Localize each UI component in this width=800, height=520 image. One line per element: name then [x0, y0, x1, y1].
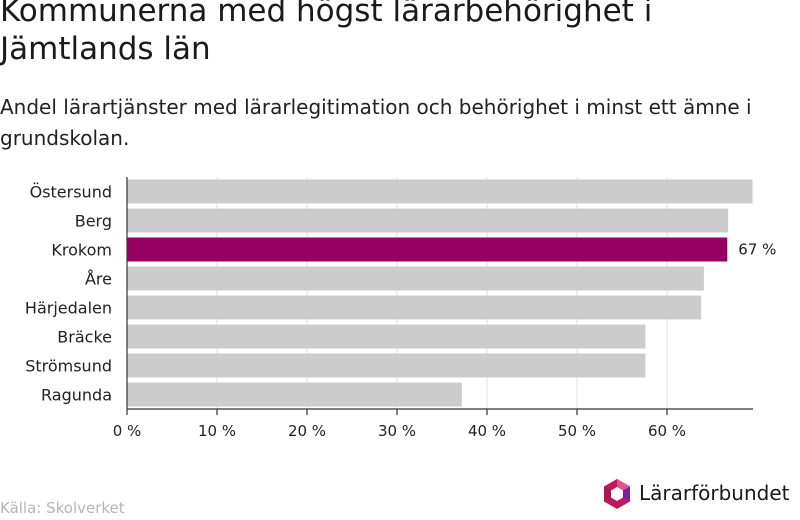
bar-bräcke — [127, 324, 646, 349]
source-note: Källa: Skolverket — [0, 499, 125, 517]
x-tick-label: 10 % — [198, 422, 236, 440]
x-tick-label: 20 % — [288, 422, 326, 440]
category-labels: Östersund Berg Krokom Åre Härjedalen Bräcke St… — [25, 183, 112, 405]
data-label: 67 % — [738, 241, 776, 259]
logo-text: Lärarförbundet — [639, 481, 790, 505]
category-label: Östersund — [30, 183, 112, 202]
category-label: Bräcke — [57, 328, 112, 347]
bar-strömsund — [127, 353, 646, 378]
bar-härjedalen — [127, 295, 702, 320]
x-tick-label: 50 % — [558, 422, 596, 440]
lararforbundet-logo-icon — [604, 479, 630, 509]
x-tick-label: 30 % — [378, 422, 416, 440]
bar-berg — [127, 208, 729, 233]
chart-subtitle: Andel lärartjänster med lärarlegitimatio… — [0, 95, 752, 150]
x-axis: 0 % 10 % 20 % 30 % 40 % 50 % 60 % — [113, 177, 753, 440]
lararforbundet-logo: Lärarförbundet — [601, 476, 800, 512]
x-tick-label: 60 % — [648, 422, 686, 440]
bar-ragunda — [127, 382, 462, 407]
bar-åre — [127, 266, 704, 291]
category-label: Strömsund — [25, 357, 112, 376]
x-tick-label: 40 % — [468, 422, 506, 440]
bar-östersund — [127, 179, 753, 204]
category-label: Krokom — [51, 241, 112, 260]
category-label: Berg — [75, 212, 112, 231]
data-labels: 67 % — [738, 241, 776, 259]
bars — [127, 179, 753, 407]
x-tick-label: 0 % — [113, 422, 142, 440]
category-label: Ragunda — [41, 386, 112, 405]
chart-title: Kommunerna med högst lärarbehörighet i J… — [0, 0, 653, 67]
category-label: Åre — [85, 270, 112, 289]
category-label: Härjedalen — [25, 299, 112, 318]
bar-krokom — [127, 237, 728, 262]
bar-chart: Östersund Berg Krokom Åre Härjedalen Bräcke St… — [25, 177, 776, 440]
